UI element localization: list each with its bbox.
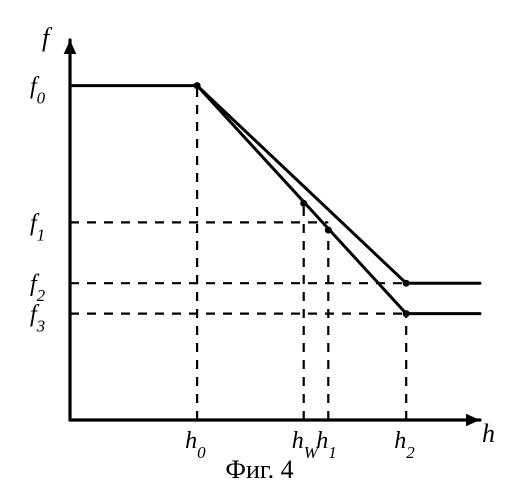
svg-text:f3: f3 — [30, 302, 45, 336]
svg-text:h: h — [482, 419, 495, 448]
figure-caption: Фиг. 4 — [0, 455, 519, 485]
svg-text:f2: f2 — [30, 271, 46, 305]
svg-text:f0: f0 — [30, 74, 46, 108]
svg-text:f: f — [42, 23, 53, 52]
svg-text:f1: f1 — [30, 210, 45, 244]
diagram-plot: fhf0f1f2f3h0hWh1h2 — [0, 0, 519, 500]
